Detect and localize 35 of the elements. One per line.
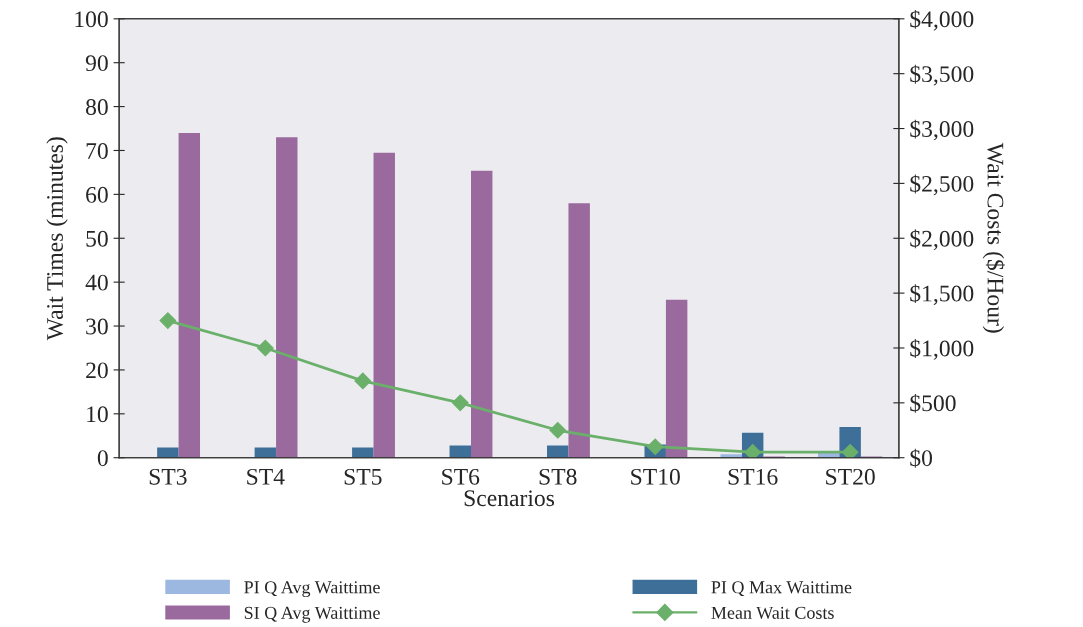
y-tick-label: 80 xyxy=(86,99,108,116)
x-tick-label: ST10 xyxy=(631,468,680,485)
legend-label: SI Q Avg Waittime xyxy=(244,606,380,623)
y-tick-label: 30 xyxy=(86,318,108,335)
x-tick-label: ST16 xyxy=(728,468,778,485)
y-tick-label: 90 xyxy=(85,55,108,72)
x-tick-label: ST8 xyxy=(539,468,577,485)
x-tick-label: ST20 xyxy=(826,468,875,485)
legend-label: PI Q Max Waittime xyxy=(711,581,852,597)
y2-tick-label: $2,000 xyxy=(910,229,974,251)
y-axis-title: Wait Times (minutes) xyxy=(46,137,68,341)
y-tick-label: 100 xyxy=(75,11,108,28)
y2-tick-label: $4,000 xyxy=(910,9,974,31)
y2-tick-label: $1,000 xyxy=(910,339,974,360)
y2-axis-title: Wait Costs ($/Hour) xyxy=(982,142,1005,333)
y-tick-label: 20 xyxy=(86,362,108,379)
y2-tick-label: $500 xyxy=(910,393,956,413)
x-axis-title: Scenarios xyxy=(464,490,555,507)
y-tick-label: 10 xyxy=(87,406,108,423)
x-tick-label: ST3 xyxy=(149,468,187,485)
legend-label: Mean Wait Costs xyxy=(711,606,834,619)
x-tick-label: ST5 xyxy=(344,468,382,485)
y-tick-label: 60 xyxy=(86,186,108,203)
x-tick-label: ST6 xyxy=(442,468,480,485)
y2-tick-label: $2,500 xyxy=(910,174,974,196)
legend-label: PI Q Avg Waittime xyxy=(244,581,380,598)
y2-tick-label: $3,000 xyxy=(910,119,974,141)
x-tick-label: ST4 xyxy=(247,468,285,485)
y-tick-label: 0 xyxy=(97,450,108,467)
y2-tick-label: $1,500 xyxy=(910,284,974,305)
y-tick-label: 50 xyxy=(86,230,108,247)
y2-tick-label: $0 xyxy=(910,448,933,468)
y-tick-label: 40 xyxy=(85,274,108,291)
y2-tick-label: $3,500 xyxy=(910,64,974,86)
y-tick-label: 70 xyxy=(86,142,108,159)
